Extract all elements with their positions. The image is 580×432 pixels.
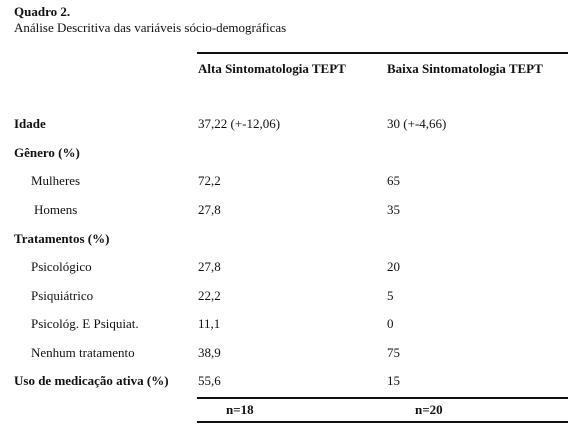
cell-psicologico-baixa: 20 (387, 259, 400, 274)
top-rule (197, 52, 568, 54)
row-label-homens: Homens (34, 202, 78, 217)
cell-psicolog-psiquiat-baixa: 0 (387, 316, 394, 331)
row-label-mulheres: Mulheres (31, 173, 81, 188)
row-label-tratamentos: Tratamentos (%) (14, 231, 110, 246)
bottom-rule (197, 397, 568, 399)
n-value-alta: n=18 (226, 402, 254, 417)
n-value-baixa: n=20 (415, 402, 443, 417)
row-label-psiquiatrico: Psiquiátrico (31, 288, 94, 303)
cell-idade-baixa: 30 (+-4,66) (387, 116, 447, 131)
row-label-idade: Idade (14, 116, 46, 131)
row-label-psicologico: Psicológico (31, 259, 92, 274)
cell-idade-alta: 37,22 (+-12,06) (198, 116, 281, 131)
table-number: Quadro 2. (14, 4, 71, 19)
cell-medicacao-alta: 55,6 (198, 373, 221, 388)
column-header-alta: Alta Sintomatologia TEPT (198, 61, 346, 76)
cell-psicolog-psiquiat-alta: 11,1 (198, 316, 221, 331)
final-rule (197, 421, 568, 423)
cell-medicacao-baixa: 15 (387, 373, 400, 388)
row-label-medicacao: Uso de medicação ativa (%) (14, 373, 169, 388)
cell-psicologico-alta: 27,8 (198, 259, 221, 274)
row-label-nenhum: Nenhum tratamento (31, 345, 135, 360)
cell-homens-alta: 27,8 (198, 202, 221, 217)
table-subtitle: Análise Descritiva das variáveis sócio-d… (14, 20, 287, 35)
column-header-baixa: Baixa Sintomatologia TEPT (387, 61, 543, 76)
row-label-genero: Gênero (%) (14, 145, 80, 160)
cell-nenhum-alta: 38,9 (198, 345, 221, 360)
cell-psiquiatrico-baixa: 5 (387, 288, 394, 303)
cell-mulheres-baixa: 65 (387, 173, 400, 188)
cell-nenhum-baixa: 75 (387, 345, 400, 360)
cell-psiquiatrico-alta: 22,2 (198, 288, 221, 303)
cell-mulheres-alta: 72,2 (198, 173, 221, 188)
cell-homens-baixa: 35 (387, 202, 400, 217)
row-label-psicolog-psiquiat: Psicológ. E Psiquiat. (31, 316, 139, 331)
